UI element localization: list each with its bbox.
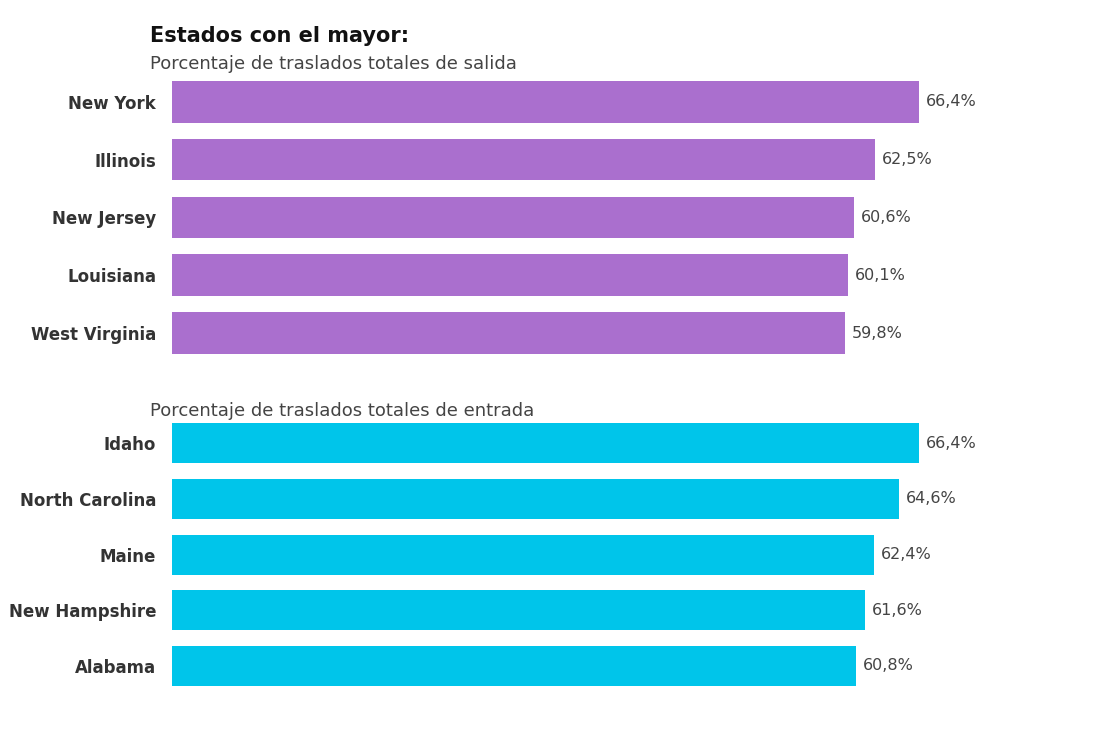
Text: 64,6%: 64,6% xyxy=(906,492,956,506)
Bar xyxy=(172,534,874,575)
Text: 62,5%: 62,5% xyxy=(881,152,932,167)
Bar xyxy=(172,423,919,464)
Text: 60,8%: 60,8% xyxy=(862,658,914,674)
Bar xyxy=(172,646,856,686)
Bar xyxy=(172,139,875,181)
Bar xyxy=(172,479,899,519)
Text: 66,4%: 66,4% xyxy=(926,94,977,109)
Bar xyxy=(172,312,845,354)
Bar xyxy=(172,254,848,296)
Text: 62,4%: 62,4% xyxy=(880,547,931,562)
Text: 60,1%: 60,1% xyxy=(855,268,906,283)
Text: 60,6%: 60,6% xyxy=(860,210,911,225)
Text: 66,4%: 66,4% xyxy=(926,436,977,451)
Text: Porcentaje de traslados totales de entrada: Porcentaje de traslados totales de entra… xyxy=(150,402,534,419)
Text: Estados con el mayor:: Estados con el mayor: xyxy=(150,26,408,46)
Text: 59,8%: 59,8% xyxy=(851,326,902,340)
Text: Porcentaje de traslados totales de salida: Porcentaje de traslados totales de salid… xyxy=(150,55,517,73)
Bar xyxy=(172,81,919,122)
Bar xyxy=(172,590,865,630)
Text: 61,6%: 61,6% xyxy=(871,603,922,618)
Bar xyxy=(172,197,854,238)
